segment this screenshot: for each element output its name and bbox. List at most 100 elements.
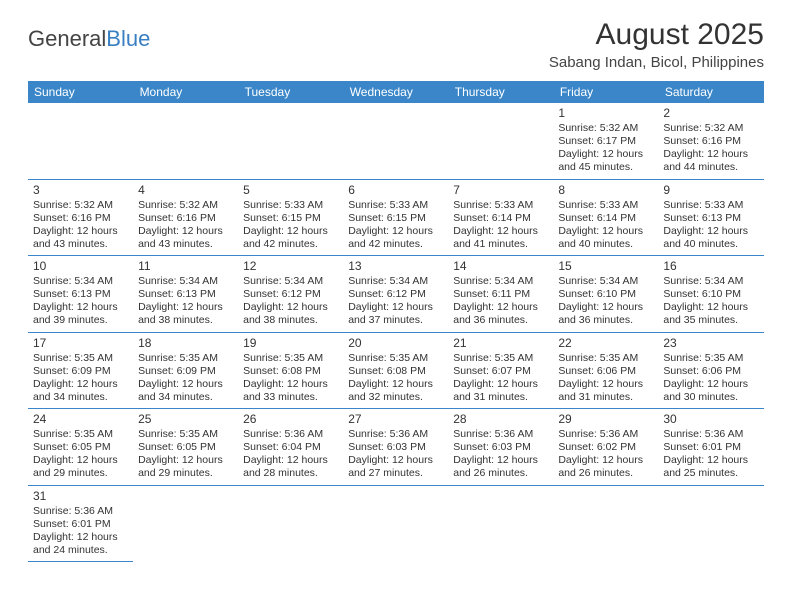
calendar-cell: 9Sunrise: 5:33 AMSunset: 6:13 PMDaylight… (658, 179, 763, 256)
sunrise-line: Sunrise: 5:34 AM (138, 275, 233, 288)
daylight-line: and 38 minutes. (243, 314, 338, 327)
daylight-line: Daylight: 12 hours (453, 301, 548, 314)
daylight-line: Daylight: 12 hours (243, 454, 338, 467)
sunset-line: Sunset: 6:09 PM (33, 365, 128, 378)
daylight-line: and 40 minutes. (663, 238, 758, 251)
calendar-cell: 13Sunrise: 5:34 AMSunset: 6:12 PMDayligh… (343, 256, 448, 333)
daylight-line: and 24 minutes. (33, 544, 128, 557)
sunrise-line: Sunrise: 5:33 AM (663, 199, 758, 212)
day-number: 23 (663, 336, 758, 351)
day-number: 28 (453, 412, 548, 427)
sunrise-line: Sunrise: 5:34 AM (348, 275, 443, 288)
calendar-cell-empty (448, 103, 553, 179)
daylight-line: Daylight: 12 hours (348, 378, 443, 391)
daylight-line: Daylight: 12 hours (453, 454, 548, 467)
daylight-line: and 40 minutes. (558, 238, 653, 251)
calendar-cell: 16Sunrise: 5:34 AMSunset: 6:10 PMDayligh… (658, 256, 763, 333)
day-number: 2 (663, 106, 758, 121)
daylight-line: and 29 minutes. (138, 467, 233, 480)
calendar-cell: 30Sunrise: 5:36 AMSunset: 6:01 PMDayligh… (658, 409, 763, 486)
day-header: Sunday (28, 81, 133, 103)
daylight-line: and 43 minutes. (138, 238, 233, 251)
daylight-line: Daylight: 12 hours (348, 454, 443, 467)
calendar-cell: 4Sunrise: 5:32 AMSunset: 6:16 PMDaylight… (133, 179, 238, 256)
daylight-line: Daylight: 12 hours (453, 225, 548, 238)
daylight-line: Daylight: 12 hours (558, 378, 653, 391)
sunrise-line: Sunrise: 5:32 AM (33, 199, 128, 212)
day-number: 21 (453, 336, 548, 351)
day-number: 31 (33, 489, 128, 504)
calendar-cell: 24Sunrise: 5:35 AMSunset: 6:05 PMDayligh… (28, 409, 133, 486)
calendar-cell: 20Sunrise: 5:35 AMSunset: 6:08 PMDayligh… (343, 332, 448, 409)
sunrise-line: Sunrise: 5:35 AM (138, 352, 233, 365)
sunset-line: Sunset: 6:10 PM (558, 288, 653, 301)
calendar-week: 24Sunrise: 5:35 AMSunset: 6:05 PMDayligh… (28, 409, 764, 486)
sunrise-line: Sunrise: 5:35 AM (33, 352, 128, 365)
calendar-cell: 10Sunrise: 5:34 AMSunset: 6:13 PMDayligh… (28, 256, 133, 333)
daylight-line: Daylight: 12 hours (33, 454, 128, 467)
daylight-line: and 28 minutes. (243, 467, 338, 480)
calendar-cell: 1Sunrise: 5:32 AMSunset: 6:17 PMDaylight… (553, 103, 658, 179)
daylight-line: Daylight: 12 hours (663, 378, 758, 391)
sunset-line: Sunset: 6:04 PM (243, 441, 338, 454)
sunset-line: Sunset: 6:16 PM (138, 212, 233, 225)
month-title: August 2025 (549, 18, 764, 52)
daylight-line: Daylight: 12 hours (663, 148, 758, 161)
day-number: 18 (138, 336, 233, 351)
daylight-line: Daylight: 12 hours (138, 378, 233, 391)
sunrise-line: Sunrise: 5:35 AM (453, 352, 548, 365)
day-header: Wednesday (343, 81, 448, 103)
day-number: 5 (243, 183, 338, 198)
daylight-line: Daylight: 12 hours (453, 378, 548, 391)
calendar-cell: 26Sunrise: 5:36 AMSunset: 6:04 PMDayligh… (238, 409, 343, 486)
calendar-cell: 28Sunrise: 5:36 AMSunset: 6:03 PMDayligh… (448, 409, 553, 486)
day-number: 4 (138, 183, 233, 198)
calendar-cell: 3Sunrise: 5:32 AMSunset: 6:16 PMDaylight… (28, 179, 133, 256)
calendar-cell: 5Sunrise: 5:33 AMSunset: 6:15 PMDaylight… (238, 179, 343, 256)
daylight-line: and 37 minutes. (348, 314, 443, 327)
sunrise-line: Sunrise: 5:34 AM (558, 275, 653, 288)
daylight-line: and 44 minutes. (663, 161, 758, 174)
daylight-line: and 31 minutes. (558, 391, 653, 404)
calendar-cell-empty (238, 485, 343, 562)
daylight-line: and 45 minutes. (558, 161, 653, 174)
calendar-cell: 27Sunrise: 5:36 AMSunset: 6:03 PMDayligh… (343, 409, 448, 486)
sunrise-line: Sunrise: 5:34 AM (33, 275, 128, 288)
calendar-cell: 12Sunrise: 5:34 AMSunset: 6:12 PMDayligh… (238, 256, 343, 333)
day-number: 19 (243, 336, 338, 351)
sunset-line: Sunset: 6:15 PM (348, 212, 443, 225)
sunset-line: Sunset: 6:03 PM (348, 441, 443, 454)
day-number: 29 (558, 412, 653, 427)
logo-text-blue: Blue (106, 26, 150, 52)
calendar-cell: 18Sunrise: 5:35 AMSunset: 6:09 PMDayligh… (133, 332, 238, 409)
daylight-line: Daylight: 12 hours (33, 225, 128, 238)
daylight-line: and 29 minutes. (33, 467, 128, 480)
daylight-line: and 26 minutes. (453, 467, 548, 480)
sunset-line: Sunset: 6:16 PM (663, 135, 758, 148)
day-number: 27 (348, 412, 443, 427)
sunrise-line: Sunrise: 5:36 AM (558, 428, 653, 441)
sunset-line: Sunset: 6:03 PM (453, 441, 548, 454)
sunset-line: Sunset: 6:06 PM (663, 365, 758, 378)
calendar-body: 1Sunrise: 5:32 AMSunset: 6:17 PMDaylight… (28, 103, 764, 562)
sunset-line: Sunset: 6:05 PM (33, 441, 128, 454)
daylight-line: and 30 minutes. (663, 391, 758, 404)
calendar-cell: 7Sunrise: 5:33 AMSunset: 6:14 PMDaylight… (448, 179, 553, 256)
calendar-cell-empty (238, 103, 343, 179)
day-header-row: SundayMondayTuesdayWednesdayThursdayFrid… (28, 81, 764, 103)
sunset-line: Sunset: 6:12 PM (348, 288, 443, 301)
day-header: Friday (553, 81, 658, 103)
daylight-line: Daylight: 12 hours (243, 301, 338, 314)
calendar-week: 10Sunrise: 5:34 AMSunset: 6:13 PMDayligh… (28, 256, 764, 333)
daylight-line: Daylight: 12 hours (243, 378, 338, 391)
calendar-table: SundayMondayTuesdayWednesdayThursdayFrid… (28, 81, 764, 562)
sunrise-line: Sunrise: 5:32 AM (558, 122, 653, 135)
sunset-line: Sunset: 6:07 PM (453, 365, 548, 378)
day-header: Monday (133, 81, 238, 103)
daylight-line: Daylight: 12 hours (348, 301, 443, 314)
sunset-line: Sunset: 6:17 PM (558, 135, 653, 148)
location-subtitle: Sabang Indan, Bicol, Philippines (549, 54, 764, 71)
logo-text-general: General (28, 26, 106, 52)
sunset-line: Sunset: 6:10 PM (663, 288, 758, 301)
daylight-line: and 39 minutes. (33, 314, 128, 327)
